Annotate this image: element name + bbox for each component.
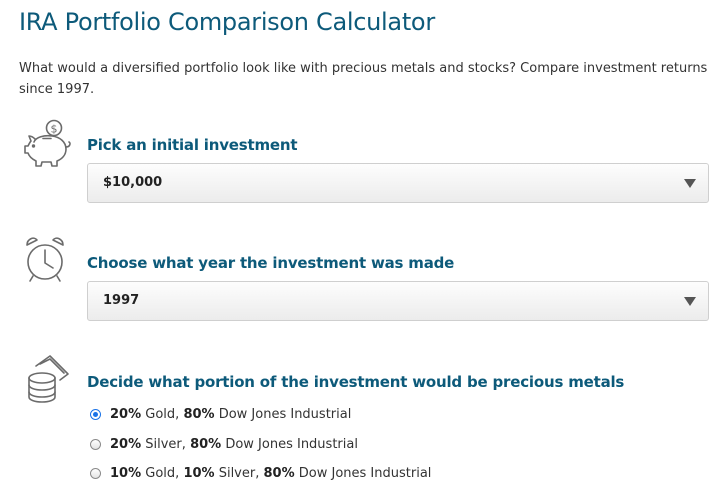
portion-option-gold[interactable]: 20% Gold, 80% Dow Jones Industrial [90, 404, 351, 424]
portion-option-label: 10% Gold, 10% Silver, 80% Dow Jones Indu… [110, 465, 432, 481]
radio-button[interactable] [90, 438, 101, 450]
portion-option-label: 20% Silver, 80% Dow Jones Industrial [110, 436, 358, 452]
chevron-down-icon [684, 297, 696, 306]
portion-label: Decide what portion of the investment wo… [87, 373, 625, 391]
investment-select[interactable]: $10,000 [87, 163, 709, 203]
year-label: Choose what year the investment was made [87, 254, 455, 272]
portion-option-silver[interactable]: 20% Silver, 80% Dow Jones Industrial [90, 434, 358, 454]
year-select[interactable]: 1997 [87, 281, 709, 321]
intro-text: What would a diversified portfolio look … [19, 61, 708, 97]
coin-stack-icon [22, 352, 74, 404]
year-select-value: 1997 [103, 293, 140, 308]
portion-option-label: 20% Gold, 80% Dow Jones Industrial [110, 406, 352, 422]
radio-button[interactable] [90, 467, 101, 479]
page-title: IRA Portfolio Comparison Calculator [19, 8, 435, 36]
investment-label: Pick an initial investment [87, 136, 298, 154]
piggy-bank-icon: $ [20, 118, 72, 170]
svg-text:$: $ [51, 123, 58, 136]
radio-button-checked[interactable] [90, 408, 101, 420]
alarm-clock-icon [22, 235, 74, 287]
chevron-down-icon [684, 179, 696, 188]
investment-select-value: $10,000 [103, 175, 163, 190]
portion-option-gold-silver[interactable]: 10% Gold, 10% Silver, 80% Dow Jones Indu… [90, 463, 431, 483]
